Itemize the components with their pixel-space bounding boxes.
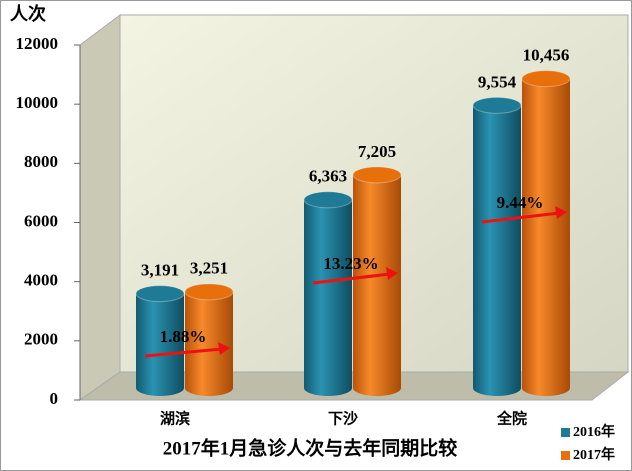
growth-label: 1.88% — [160, 327, 207, 346]
bar — [185, 291, 233, 388]
arrow-head — [555, 206, 567, 219]
legend-marker — [561, 451, 570, 460]
bar-top — [521, 70, 571, 88]
bar — [353, 174, 401, 388]
side-wall — [79, 14, 121, 401]
bar-top — [472, 96, 522, 114]
bar-top — [184, 283, 234, 301]
growth-arrow — [144, 347, 223, 358]
y-tick-label: 0 — [50, 389, 59, 408]
arrow-head — [386, 267, 398, 280]
growth-arrow — [481, 211, 560, 224]
legend-label: 2016年 — [573, 423, 615, 440]
bar-top — [352, 166, 402, 184]
bar — [522, 78, 570, 388]
legend-marker — [561, 428, 570, 437]
bar-top — [303, 191, 353, 209]
y-tick-label: 4000 — [24, 271, 58, 290]
y-tick-label: 12000 — [16, 34, 59, 53]
data-label: 3,191 — [141, 261, 179, 280]
y-tick-label: 10000 — [16, 93, 59, 112]
data-label: 3,251 — [190, 259, 228, 278]
bar — [136, 293, 184, 388]
x-tick-label: 全院 — [496, 409, 527, 427]
bar — [473, 105, 521, 388]
data-label: 6,363 — [309, 167, 347, 186]
y-tick-label: 2000 — [24, 330, 58, 349]
data-label: 10,456 — [523, 46, 570, 65]
y-axis-label: 人次 — [10, 3, 46, 24]
legend-label: 2017年 — [573, 446, 615, 463]
data-label: 7,205 — [358, 142, 396, 161]
bar — [304, 199, 352, 388]
x-tick-label: 湖滨 — [160, 409, 190, 427]
chart-title: 2017年1月急诊人次与去年同期比较 — [163, 436, 458, 459]
y-tick-label: 6000 — [24, 211, 58, 230]
growth-label: 9.44% — [497, 193, 544, 212]
growth-arrow — [312, 272, 391, 285]
y-tick-label: 8000 — [24, 152, 58, 171]
growth-label: 13.23% — [323, 254, 378, 273]
arrow-head — [218, 342, 230, 355]
data-label: 9,554 — [478, 72, 517, 91]
bar-top — [135, 285, 185, 303]
x-tick-label: 下沙 — [328, 410, 358, 427]
